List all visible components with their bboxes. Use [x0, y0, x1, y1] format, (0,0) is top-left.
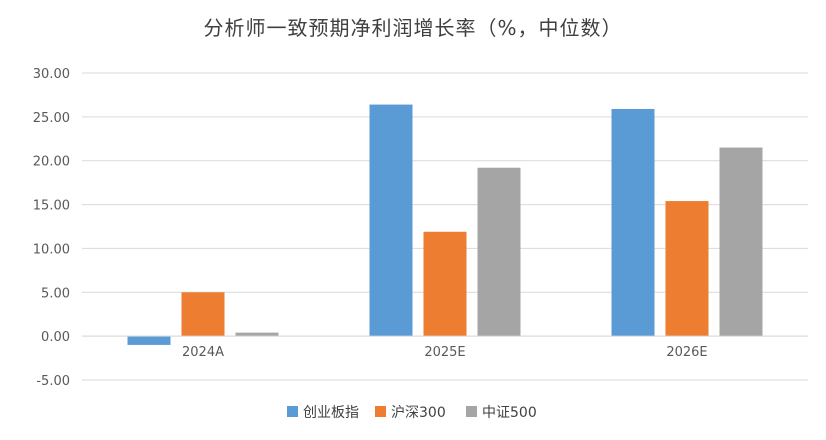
legend-swatch — [287, 406, 298, 417]
y-tick-label: -5.00 — [36, 374, 70, 389]
y-tick-label: 0.00 — [41, 330, 70, 345]
bar-2-2026E — [665, 201, 709, 337]
y-tick-label: 5.00 — [41, 286, 70, 301]
bar-2-2025E — [423, 231, 467, 337]
y-tick-label: 30.00 — [33, 67, 70, 82]
bar-3-2024A — [235, 332, 279, 337]
bar-2-2024A — [181, 292, 225, 337]
x-category-label: 2025E — [424, 345, 465, 360]
legend-label: 沪深300 — [391, 405, 446, 421]
y-tick-label: 25.00 — [33, 111, 70, 126]
bar-1-2024A — [127, 336, 171, 345]
bar-1-2025E — [369, 104, 413, 337]
bar-3-2025E — [477, 167, 521, 337]
x-category-label: 2026E — [666, 345, 707, 360]
legend-label: 创业板指 — [303, 405, 359, 421]
chart-title: 分析师一致预期净利润增长率（%，中位数） — [203, 16, 623, 40]
legend-swatch — [466, 406, 477, 417]
bar-1-2026E — [611, 108, 655, 337]
legend-swatch — [375, 406, 386, 417]
legend-label: 中证500 — [482, 405, 537, 421]
x-category-label: 2024A — [182, 345, 224, 360]
bar-3-2026E — [719, 147, 763, 337]
y-tick-label: 20.00 — [33, 155, 70, 170]
y-tick-label: 10.00 — [33, 242, 70, 257]
y-tick-label: 15.00 — [33, 199, 70, 214]
